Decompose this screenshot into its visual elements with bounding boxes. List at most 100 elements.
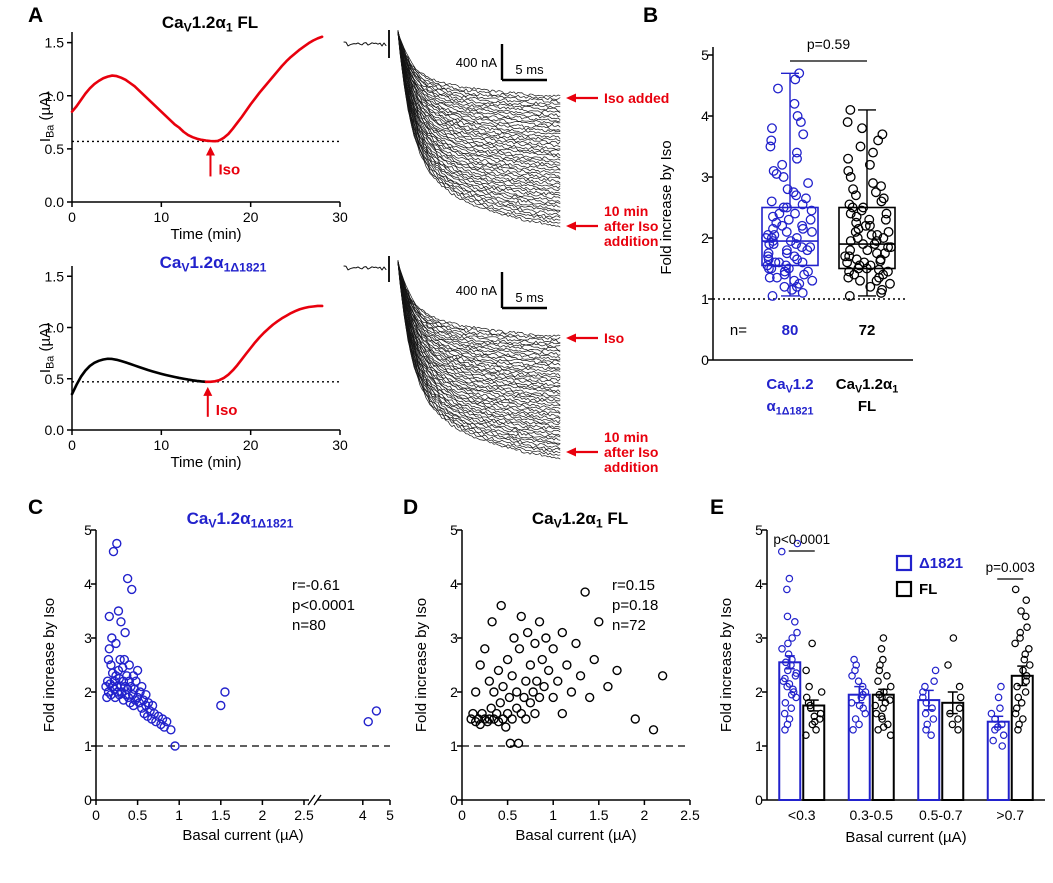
- svg-text:1.0: 1.0: [45, 320, 65, 336]
- svg-text:FL: FL: [919, 581, 937, 598]
- svg-text:0: 0: [458, 807, 466, 823]
- svg-text:IBa (µA): IBa (µA): [37, 92, 56, 142]
- svg-text:5: 5: [386, 807, 394, 823]
- svg-text:400 nA: 400 nA: [456, 283, 498, 298]
- svg-text:10 min: 10 min: [604, 429, 648, 445]
- svg-text:5: 5: [701, 47, 709, 63]
- svg-text:after Iso: after Iso: [604, 444, 658, 460]
- svg-text:Iso: Iso: [604, 330, 624, 346]
- svg-text:n=72: n=72: [612, 617, 646, 634]
- svg-text:2: 2: [84, 684, 92, 700]
- svg-text:0: 0: [84, 792, 92, 808]
- svg-text:addition: addition: [604, 233, 658, 249]
- svg-text:n=: n=: [730, 322, 747, 339]
- panel-a-top-timecourse: 0.0 0.5 1.0 1.5 0 10 20 30 Time (min) IBa (µA) Iso…: [37, 13, 390, 243]
- svg-text:5: 5: [755, 522, 763, 538]
- svg-text:0: 0: [755, 792, 763, 808]
- svg-text:n=80: n=80: [292, 617, 326, 634]
- svg-text:Basal current (µA): Basal current (µA): [845, 829, 966, 846]
- box-plot: 0 1 2 3 4 5 Fold increase by Iso 80 CaV1.2 α1Δ182…: [658, 36, 913, 417]
- svg-text:<0.3: <0.3: [788, 807, 816, 823]
- grouped-bar-chart: 0 1 2 3 4 5 <0.3 0.3-0.5 0.5-0.7 >0.7 p<0.0001 p=0.…: [718, 522, 1045, 846]
- legend-swatch: [895, 554, 913, 572]
- svg-text:0.0: 0.0: [45, 422, 65, 438]
- svg-text:CaV1.2α1 FL: CaV1.2α1 FL: [532, 509, 628, 531]
- timecourse-plot: 0.0 0.5 1.0 1.5 0 10 20 30 Time (min) IBa (µA) Iso…: [37, 253, 390, 471]
- svg-text:1: 1: [755, 738, 763, 754]
- svg-text:20: 20: [243, 209, 259, 225]
- svg-text:3: 3: [701, 169, 709, 185]
- svg-text:4: 4: [359, 807, 367, 823]
- svg-text:0: 0: [450, 792, 458, 808]
- panel-label-d: D: [403, 496, 419, 519]
- svg-text:FL: FL: [858, 398, 876, 415]
- svg-text:2: 2: [450, 684, 458, 700]
- svg-text:2: 2: [641, 807, 649, 823]
- svg-text:10: 10: [154, 437, 170, 453]
- svg-text:2: 2: [755, 684, 763, 700]
- svg-text:1.5: 1.5: [589, 807, 609, 823]
- timecourse-plot: 0.0 0.5 1.0 1.5 0 10 20 30 Time (min) IBa (µA) Iso…: [37, 13, 390, 243]
- svg-text:1: 1: [175, 807, 183, 823]
- svg-text:CaV1.2α1 FL: CaV1.2α1 FL: [162, 13, 258, 35]
- svg-text:CaV1.2: CaV1.2: [766, 376, 813, 395]
- svg-text:1.0: 1.0: [45, 88, 65, 104]
- svg-text:0: 0: [92, 807, 100, 823]
- svg-text:addition: addition: [604, 459, 658, 475]
- svg-text:20: 20: [243, 437, 259, 453]
- svg-text:4: 4: [84, 576, 92, 592]
- svg-text:Fold increase by Iso: Fold increase by Iso: [718, 598, 735, 732]
- svg-text:Iso added: Iso added: [604, 90, 669, 106]
- svg-text:α1Δ1821: α1Δ1821: [766, 398, 813, 417]
- svg-text:0.5: 0.5: [498, 807, 518, 823]
- svg-text:3: 3: [450, 630, 458, 646]
- svg-text:30: 30: [332, 209, 348, 225]
- svg-text:4: 4: [755, 576, 763, 592]
- svg-text:72: 72: [859, 322, 876, 339]
- panel-b-boxplot: 0 1 2 3 4 5 Fold increase by Iso 80 CaV1.2 α1Δ182…: [658, 36, 913, 417]
- svg-text:r=0.15: r=0.15: [612, 577, 655, 594]
- svg-text:400 nA: 400 nA: [456, 55, 498, 70]
- svg-text:0.5: 0.5: [45, 141, 65, 157]
- svg-text:Iso: Iso: [218, 161, 240, 178]
- legend-swatch: [895, 580, 913, 598]
- svg-text:2: 2: [701, 230, 709, 246]
- svg-text:p<0.0001: p<0.0001: [292, 597, 355, 614]
- svg-text:1.5: 1.5: [45, 35, 65, 51]
- svg-text:Fold increase by Iso: Fold increase by Iso: [413, 598, 430, 732]
- svg-text:3: 3: [755, 630, 763, 646]
- svg-text:4: 4: [701, 108, 709, 124]
- svg-text:5: 5: [84, 522, 92, 538]
- svg-text:Time (min): Time (min): [170, 454, 241, 471]
- svg-text:1.5: 1.5: [211, 807, 231, 823]
- svg-text:r=-0.61: r=-0.61: [292, 577, 340, 594]
- svg-text:CaV1.2α1: CaV1.2α1: [836, 376, 898, 395]
- panel-label-b: B: [643, 4, 659, 27]
- svg-text:0.0: 0.0: [45, 194, 65, 210]
- svg-text:5 ms: 5 ms: [515, 290, 544, 305]
- svg-text:1: 1: [549, 807, 557, 823]
- svg-text:p=0.003: p=0.003: [986, 560, 1035, 575]
- panel-label-a: A: [28, 4, 44, 27]
- svg-text:IBa (µA): IBa (µA): [37, 323, 56, 373]
- svg-text:1.5: 1.5: [45, 268, 65, 284]
- svg-text:0.5: 0.5: [128, 807, 148, 823]
- svg-text:Basal current (µA): Basal current (µA): [515, 827, 636, 844]
- svg-text:Time (min): Time (min): [170, 226, 241, 243]
- svg-text:1: 1: [450, 738, 458, 754]
- svg-text:p<0.0001: p<0.0001: [773, 532, 830, 547]
- scatter-plot: 0 1 2 3 4 5 0 0.5 1 1.5 2 2.5 r=0.15 p=0.18 n=72 CaV1.2…: [413, 509, 700, 844]
- svg-text:2.5: 2.5: [294, 807, 314, 823]
- svg-text:4: 4: [450, 576, 458, 592]
- panel-e-barchart: 0 1 2 3 4 5 <0.3 0.3-0.5 0.5-0.7 >0.7 p<0.0001 p=0.…: [718, 522, 1045, 846]
- svg-text:30: 30: [332, 437, 348, 453]
- panel-c-scatter: 0 1 2 3 4 5 0 0.5 1 1.5 2 2.5 4 5 r=-0.61 p<0.0001 n=80 C…: [41, 509, 394, 844]
- svg-text:10 min: 10 min: [604, 203, 648, 219]
- svg-text:0: 0: [68, 209, 76, 225]
- svg-text:5 ms: 5 ms: [515, 62, 544, 77]
